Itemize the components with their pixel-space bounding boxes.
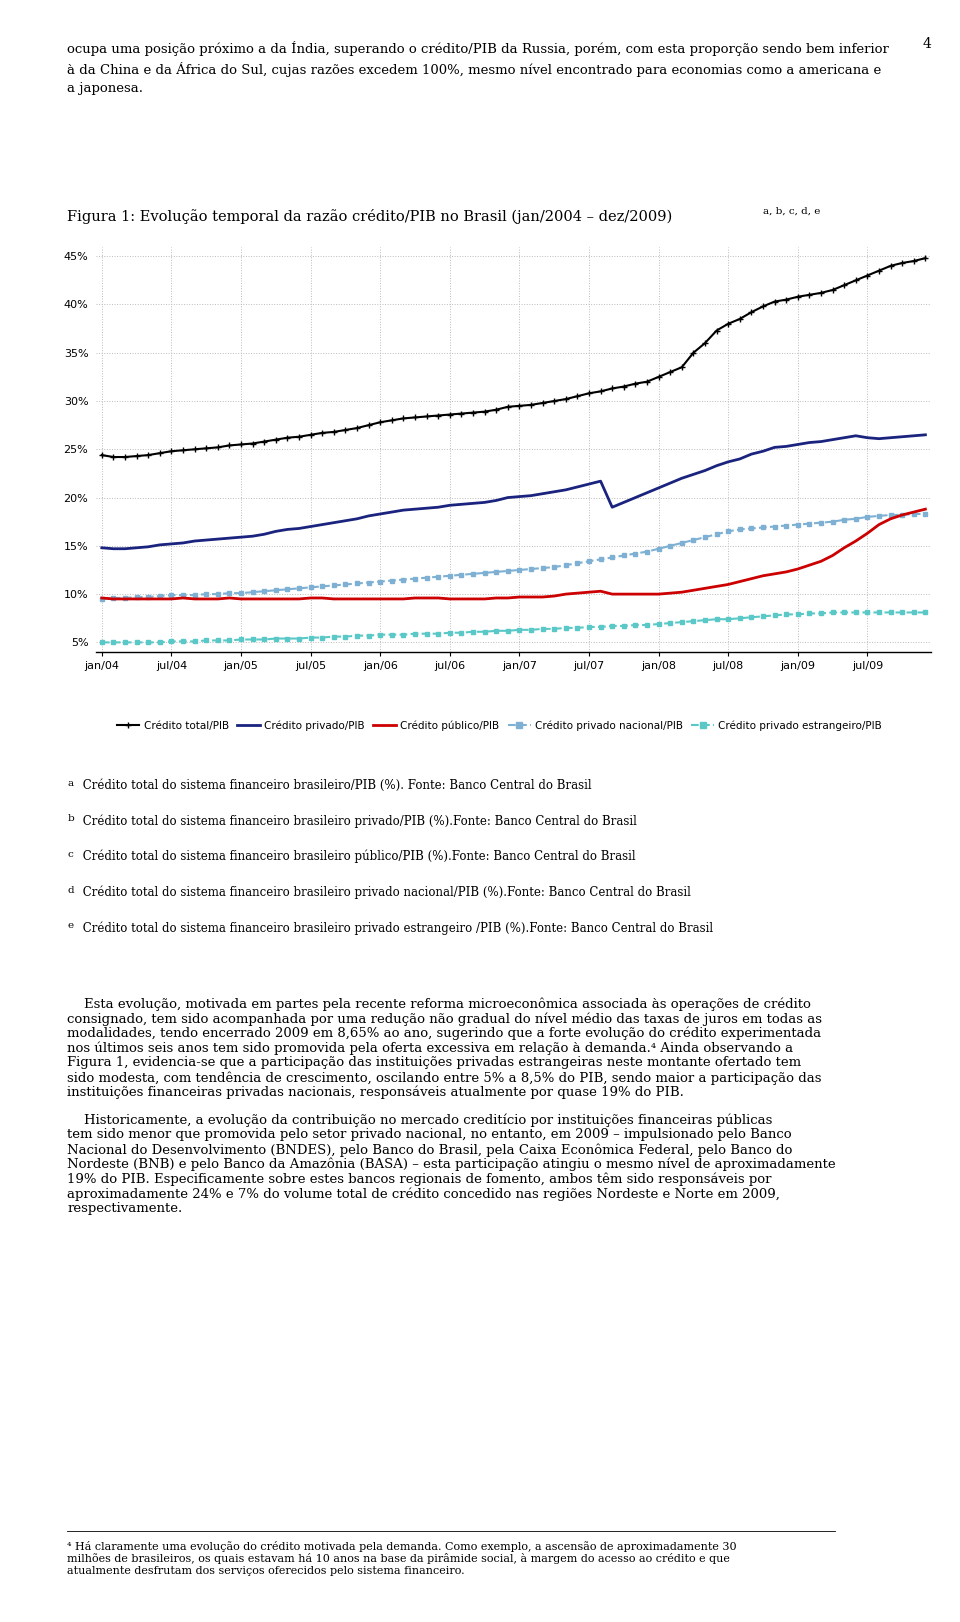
Text: Crédito total do sistema financeiro brasileiro/PIB (%). Fonte: Banco Central do : Crédito total do sistema financeiro bras…	[79, 779, 591, 792]
Crédito público/PIB	[108, 589, 119, 608]
Crédito total/PIB	[664, 362, 676, 381]
Text: instituições financeiras privadas nacionais, responsáveis atualmente por quase 1: instituições financeiras privadas nacion…	[67, 1085, 684, 1100]
Text: consignado, tem sido acompanhada por uma redução não gradual do nível médio das : consignado, tem sido acompanhada por uma…	[67, 1012, 822, 1025]
Crédito privado/PIB	[224, 529, 235, 548]
Crédito público/PIB	[386, 589, 397, 608]
Crédito privado nacional/PIB	[560, 555, 571, 574]
Crédito privado nacional/PIB	[374, 573, 386, 592]
Crédito privado/PIB	[386, 503, 397, 522]
Text: Crédito total do sistema financeiro brasileiro privado/PIB (%).Fonte: Banco Cent: Crédito total do sistema financeiro bras…	[79, 814, 636, 827]
Text: nos últimos seis anos tem sido promovida pela oferta excessiva em relação à dema: nos últimos seis anos tem sido promovida…	[67, 1041, 793, 1056]
Text: ocupa uma posição próximo a da Índia, superando o crédito/PIB da Russia, porém, : ocupa uma posição próximo a da Índia, su…	[67, 41, 889, 94]
Text: a, b, c, d, e: a, b, c, d, e	[763, 206, 821, 216]
Crédito privado estrangeiro/PIB	[653, 615, 664, 634]
Crédito privado estrangeiro/PIB	[560, 618, 571, 637]
Text: e: e	[67, 921, 73, 931]
Crédito privado nacional/PIB	[618, 545, 630, 564]
Text: Crédito total do sistema financeiro brasileiro privado estrangeiro /PIB (%).Font: Crédito total do sistema financeiro bras…	[79, 921, 713, 934]
Crédito privado nacional/PIB	[653, 539, 664, 558]
Text: b: b	[67, 814, 74, 824]
Text: c: c	[67, 850, 73, 860]
Crédito privado/PIB	[920, 425, 931, 444]
Text: tem sido menor que promovida pelo setor privado nacional, no entanto, em 2009 – : tem sido menor que promovida pelo setor …	[67, 1129, 792, 1142]
Crédito privado estrangeiro/PIB	[212, 631, 224, 650]
Text: Historicamente, a evolução da contribuição no mercado creditício por instituiçõe: Historicamente, a evolução da contribuiç…	[67, 1114, 773, 1127]
Text: aproximadamente 24% e 7% do volume total de crédito concedido nas regiões Nordes: aproximadamente 24% e 7% do volume total…	[67, 1187, 780, 1200]
Crédito total/PIB	[224, 436, 235, 456]
Crédito público/PIB	[664, 584, 676, 603]
Crédito privado/PIB	[108, 539, 119, 558]
Crédito privado nacional/PIB	[920, 504, 931, 524]
Text: sido modesta, com tendência de crescimento, oscilando entre 5% a 8,5% do PIB, se: sido modesta, com tendência de crescimen…	[67, 1071, 822, 1085]
Text: respectivamente.: respectivamente.	[67, 1202, 182, 1215]
Crédito total/PIB	[305, 425, 317, 444]
Crédito público/PIB	[224, 589, 235, 608]
Text: Figura 1: Evolução temporal da razão crédito/PIB no Brasil (jan/2004 – dez/2009): Figura 1: Evolução temporal da razão cré…	[67, 209, 672, 224]
Crédito privado nacional/PIB	[293, 579, 304, 599]
Crédito privado nacional/PIB	[908, 504, 920, 524]
Crédito privado estrangeiro/PIB	[293, 629, 304, 649]
Crédito total/PIB	[108, 448, 119, 467]
Crédito público/PIB	[920, 500, 931, 519]
Crédito público/PIB	[305, 589, 317, 608]
Text: 19% do PIB. Especificamente sobre estes bancos regionais de fomento, ambos têm s: 19% do PIB. Especificamente sobre estes …	[67, 1173, 772, 1186]
Crédito privado/PIB	[571, 477, 583, 496]
Line: Crédito total/PIB: Crédito total/PIB	[99, 255, 928, 459]
Text: Nordeste (BNB) e pelo Banco da Amazônia (BASA) – esta participação atingiu o mes: Nordeste (BNB) e pelo Banco da Amazônia …	[67, 1158, 836, 1171]
Legend: Crédito total/PIB, Crédito privado/PIB, Crédito público/PIB, Crédito privado nac: Crédito total/PIB, Crédito privado/PIB, …	[116, 720, 882, 732]
Text: Figura 1, evidencia-se que a participação das instituições privadas estrangeiras: Figura 1, evidencia-se que a participaçã…	[67, 1056, 802, 1069]
Crédito privado estrangeiro/PIB	[618, 616, 630, 636]
Crédito privado/PIB	[96, 539, 108, 558]
Crédito público/PIB	[630, 584, 641, 603]
Crédito privado nacional/PIB	[212, 584, 224, 603]
Crédito público/PIB	[96, 589, 108, 608]
Text: a: a	[67, 779, 73, 788]
Line: Crédito privado nacional/PIB: Crédito privado nacional/PIB	[100, 511, 927, 602]
Crédito privado nacional/PIB	[96, 589, 108, 608]
Crédito privado/PIB	[664, 474, 676, 493]
Crédito privado estrangeiro/PIB	[96, 633, 108, 652]
Crédito privado/PIB	[305, 517, 317, 537]
Crédito privado estrangeiro/PIB	[827, 603, 838, 623]
Crédito privado estrangeiro/PIB	[920, 603, 931, 623]
Text: Nacional do Desenvolvimento (BNDES), pelo Banco do Brasil, pela Caixa Econômica : Nacional do Desenvolvimento (BNDES), pel…	[67, 1144, 793, 1156]
Text: Esta evolução, motivada em partes pela recente reforma microeconômica associada : Esta evolução, motivada em partes pela r…	[67, 998, 811, 1011]
Line: Crédito privado estrangeiro/PIB: Crédito privado estrangeiro/PIB	[100, 610, 927, 646]
Text: milhões de brasileiros, os quais estavam há 10 anos na base da pirâmide social, : milhões de brasileiros, os quais estavam…	[67, 1554, 730, 1564]
Crédito privado estrangeiro/PIB	[374, 624, 386, 644]
Text: Crédito total do sistema financeiro brasileiro público/PIB (%).Fonte: Banco Cent: Crédito total do sistema financeiro bras…	[79, 850, 636, 863]
Crédito público/PIB	[571, 584, 583, 603]
Crédito privado/PIB	[630, 488, 641, 508]
Crédito total/PIB	[630, 375, 641, 394]
Text: atualmente desfrutam dos serviços oferecidos pelo sistema financeiro.: atualmente desfrutam dos serviços oferec…	[67, 1565, 465, 1575]
Crédito total/PIB	[386, 410, 397, 430]
Crédito total/PIB	[96, 446, 108, 466]
Line: Crédito privado/PIB: Crédito privado/PIB	[102, 435, 925, 548]
Text: modalidades, tendo encerrado 2009 em 8,65% ao ano, sugerindo que a forte evoluçã: modalidades, tendo encerrado 2009 em 8,6…	[67, 1027, 822, 1040]
Crédito total/PIB	[920, 248, 931, 268]
Crédito total/PIB	[571, 386, 583, 406]
Text: Crédito total do sistema financeiro brasileiro privado nacional/PIB (%).Fonte: B: Crédito total do sistema financeiro bras…	[79, 886, 690, 899]
Text: d: d	[67, 886, 74, 895]
Text: 4: 4	[923, 37, 931, 52]
Line: Crédito público/PIB: Crédito público/PIB	[102, 509, 925, 599]
Text: ⁴ Há claramente uma evolução do crédito motivada pela demanda. Como exemplo, a a: ⁴ Há claramente uma evolução do crédito …	[67, 1541, 737, 1552]
